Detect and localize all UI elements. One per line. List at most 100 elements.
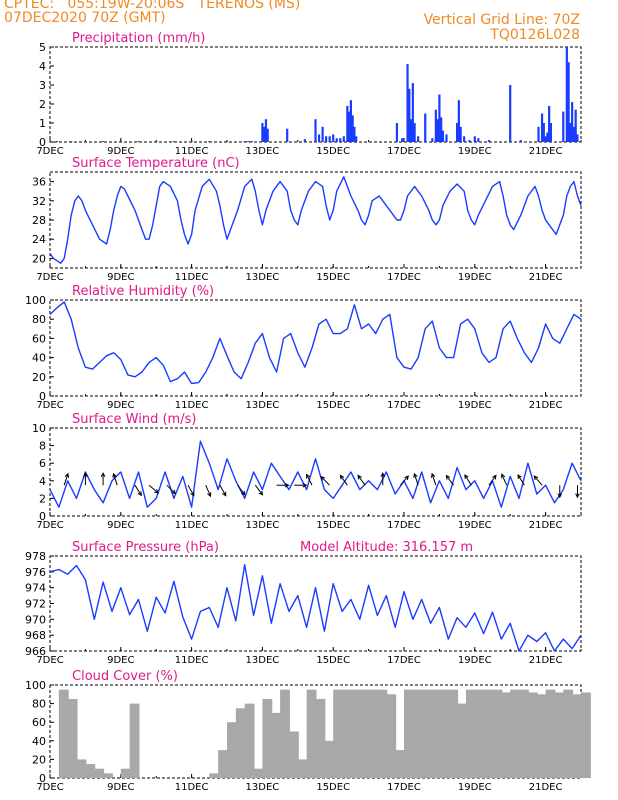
wind-arrow-shaft	[112, 473, 118, 486]
humidity-ytick-label: 80	[32, 313, 46, 326]
precipitation-ytick-label: 0	[39, 136, 46, 149]
pressure-xtick-label: 11DEC	[175, 655, 209, 666]
cloud-cover-bar	[368, 689, 379, 778]
precipitation-xtick-label: 17DEC	[387, 146, 421, 157]
precipitation-bar	[332, 134, 335, 142]
wind-arrow-shaft	[445, 475, 454, 486]
wind-arrow-shaft	[166, 484, 176, 495]
wind-arrow-shaft	[488, 475, 497, 486]
precipitation-bar	[571, 102, 574, 142]
precipitation-bar	[243, 141, 246, 142]
wind-ytick-label: 4	[39, 475, 46, 488]
precipitation-bar	[328, 136, 331, 142]
precipitation-bar	[155, 141, 158, 142]
cloud-cover-bar	[350, 689, 361, 778]
wind-arrow-head	[83, 472, 88, 477]
cloud-cover-bar	[227, 722, 237, 778]
precipitation-bar	[572, 126, 576, 142]
precipitation-bar	[413, 123, 416, 142]
precipitation-bar	[401, 138, 404, 142]
cloud-cover-ytick-label: 40	[32, 735, 46, 748]
wind-xtick-label: 13DEC	[246, 520, 280, 531]
cloud-cover-bar	[554, 692, 565, 778]
cloud-cover-ytick-label: 60	[32, 716, 46, 729]
cloud-cover-bar	[85, 764, 96, 778]
precipitation-bar	[542, 123, 545, 142]
wind-arrow-head	[190, 491, 195, 497]
wind-arrow-head	[557, 493, 563, 499]
pressure-xtick-label: 9DEC	[107, 655, 134, 666]
wind-xtick-label: 9DEC	[107, 520, 134, 531]
precipitation-bar	[250, 141, 253, 142]
header-run-time: 07DEC2020 70Z (GMT)	[4, 10, 166, 26]
precipitation-bar	[519, 140, 522, 142]
precipitation-bar	[325, 136, 328, 142]
humidity-xtick-label: 11DEC	[175, 400, 209, 411]
cloud-cover-bar	[404, 689, 414, 778]
wind-arrow-head	[533, 475, 539, 481]
pressure-ytick-label: 978	[25, 550, 46, 563]
precipitation-xtick-label: 9DEC	[107, 146, 134, 157]
precipitation-bar	[562, 111, 565, 142]
precipitation-bar	[247, 141, 250, 142]
cloud-cover-bar	[342, 689, 352, 778]
cloud-cover-bar	[244, 703, 255, 778]
wind-arrow-shaft	[219, 484, 227, 496]
precipitation-bar	[264, 119, 268, 142]
temperature-ytick-label: 28	[32, 214, 46, 227]
cloud-cover-bar	[324, 740, 335, 778]
cloud-cover-bar	[218, 750, 228, 778]
humidity-ytick-label: 20	[32, 371, 46, 384]
precipitation-bar	[544, 136, 547, 142]
cloud-cover-bar	[67, 698, 78, 778]
wind-arrow-head	[64, 472, 70, 478]
wind-ytick-label: 6	[39, 457, 46, 470]
wind-arrow-shaft	[413, 473, 419, 486]
precipitation-bar	[459, 126, 462, 142]
precipitation-bar	[261, 123, 264, 142]
precipitation-bar	[463, 136, 466, 142]
precipitation-bar	[441, 130, 445, 142]
wind-arrow-head	[222, 491, 227, 497]
wind-arrow-shaft	[320, 476, 331, 486]
wind-arrow-shaft	[533, 475, 543, 486]
precipitation-ytick-label: 3	[39, 79, 46, 92]
temperature-ytick-label: 20	[32, 252, 46, 265]
precipitation-xtick-label: 21DEC	[529, 146, 563, 157]
cloud-cover-title: Cloud Cover (%)	[72, 669, 178, 684]
pressure-ytick-label: 976	[25, 566, 46, 579]
precipitation-ytick-label: 1	[39, 117, 46, 130]
pressure-frame	[49, 555, 582, 652]
cloud-cover-bar	[572, 694, 582, 778]
precipitation-bar	[434, 109, 437, 142]
wind-xtick-label: 21DEC	[529, 520, 563, 531]
wind-arrow-shaft	[357, 475, 366, 486]
wind-arrow-shaft	[501, 474, 508, 486]
wind-ytick-label: 10	[32, 422, 46, 435]
cloud-cover-bar	[377, 689, 388, 778]
wind-arrow-head	[207, 492, 212, 498]
wind-arrow-head	[430, 472, 436, 478]
cloud-cover-bar	[262, 698, 273, 778]
precipitation-bar	[548, 105, 551, 142]
cloud-cover-bar	[129, 703, 140, 778]
precipitation-xtick-label: 13DEC	[246, 146, 280, 157]
precipitation-bar	[353, 126, 356, 142]
pressure-xtick-label: 7DEC	[36, 655, 63, 666]
wind-arrow-shaft	[464, 474, 472, 486]
cloud-cover-bar	[280, 689, 290, 778]
precipitation-bar	[473, 136, 476, 142]
precipitation-bar	[408, 88, 411, 142]
precipitation-xtick-label: 11DEC	[175, 146, 209, 157]
humidity-xtick-label: 7DEC	[36, 400, 63, 411]
precipitation-bar	[540, 113, 544, 142]
precipitation-ytick-label: 4	[39, 60, 46, 73]
humidity-xtick-label: 21DEC	[529, 400, 563, 411]
temperature-xtick-label: 11DEC	[175, 272, 209, 283]
precipitation-xtick-label: 15DEC	[316, 146, 350, 157]
wind-arrow-shaft	[205, 485, 211, 497]
pressure-xtick-label: 21DEC	[529, 655, 563, 666]
wind-xtick-label: 11DEC	[175, 520, 209, 531]
wind-ytick-label: 2	[39, 492, 46, 505]
precipitation-bar	[349, 100, 352, 142]
